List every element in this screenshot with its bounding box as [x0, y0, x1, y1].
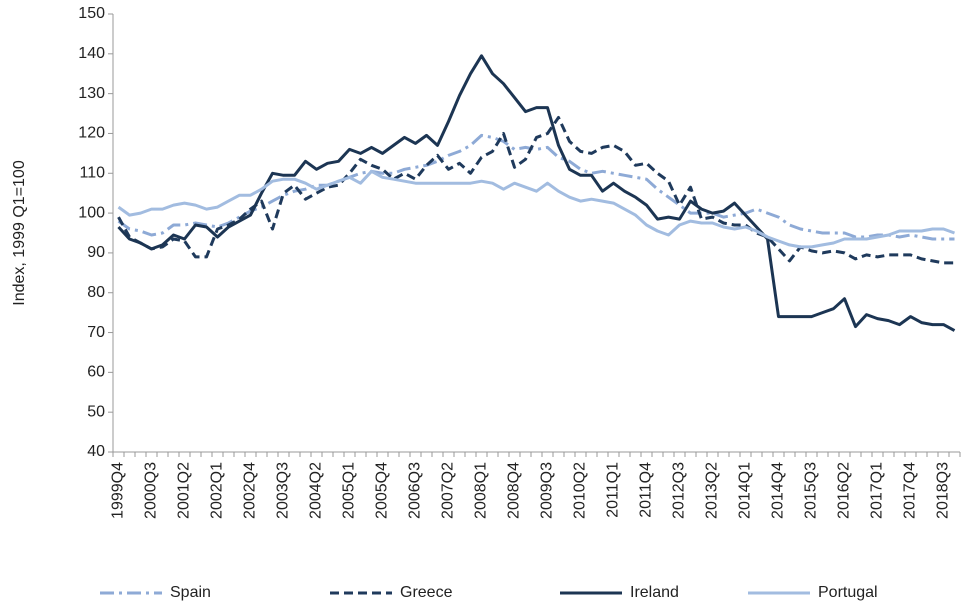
x-tick-label: 2008Q1 — [473, 462, 490, 519]
x-tick-label: 2016Q2 — [836, 462, 853, 519]
x-tick-label: 2012Q3 — [671, 462, 688, 519]
legend-label: Portugal — [818, 584, 878, 601]
y-axis-label: Index, 1999 Q1=100 — [11, 160, 28, 306]
x-tick-label: 2017Q1 — [869, 462, 886, 519]
x-tick-label: 2017Q4 — [902, 462, 919, 519]
x-tick-label: 2006Q3 — [407, 462, 424, 519]
y-tick-label: 120 — [78, 125, 105, 142]
series-line — [117, 54, 956, 332]
x-tick-label: 2008Q4 — [506, 462, 523, 519]
x-tick-label: 2002Q1 — [209, 462, 226, 519]
x-tick-label: 1999Q4 — [110, 462, 127, 519]
x-tick-label: 2005Q1 — [341, 462, 358, 519]
y-tick-label: 110 — [79, 164, 105, 181]
y-tick-label: 70 — [87, 324, 105, 341]
y-tick-label: 40 — [87, 443, 105, 460]
legend-label: Greece — [400, 584, 453, 601]
x-tick-label: 2015Q3 — [803, 462, 820, 519]
y-tick-label: 50 — [87, 403, 105, 420]
x-tick-label: 2010Q2 — [572, 462, 589, 519]
x-tick-label: 2014Q1 — [737, 462, 754, 519]
x-tick-label: 2000Q3 — [143, 462, 160, 519]
x-tick-label: 2002Q4 — [242, 462, 259, 519]
y-tick-label: 150 — [78, 5, 105, 22]
x-tick-label: 2009Q3 — [539, 462, 556, 519]
x-tick-label: 2011Q4 — [638, 462, 655, 518]
y-tick-label: 80 — [87, 284, 105, 301]
x-tick-label: 2013Q2 — [704, 462, 721, 519]
series-line — [117, 116, 955, 265]
series-line — [117, 169, 956, 249]
x-tick-label: 2007Q2 — [440, 462, 457, 519]
series-line — [117, 133, 955, 241]
legend-label: Ireland — [630, 584, 679, 601]
x-tick-label: 2001Q2 — [176, 462, 193, 519]
x-tick-label: 2003Q3 — [275, 462, 292, 519]
x-tick-label: 2018Q3 — [935, 462, 952, 519]
x-tick-label: 2005Q4 — [374, 462, 391, 519]
legend-label: Spain — [170, 584, 211, 601]
x-tick-label: 2004Q2 — [308, 462, 325, 519]
y-tick-label: 60 — [87, 364, 105, 381]
y-tick-label: 90 — [87, 244, 105, 261]
x-tick-label: 2014Q4 — [770, 462, 787, 519]
y-tick-label: 140 — [78, 45, 105, 62]
y-tick-label: 100 — [78, 204, 105, 221]
y-tick-label: 130 — [78, 85, 105, 102]
x-tick-label: 2011Q1 — [605, 462, 622, 518]
